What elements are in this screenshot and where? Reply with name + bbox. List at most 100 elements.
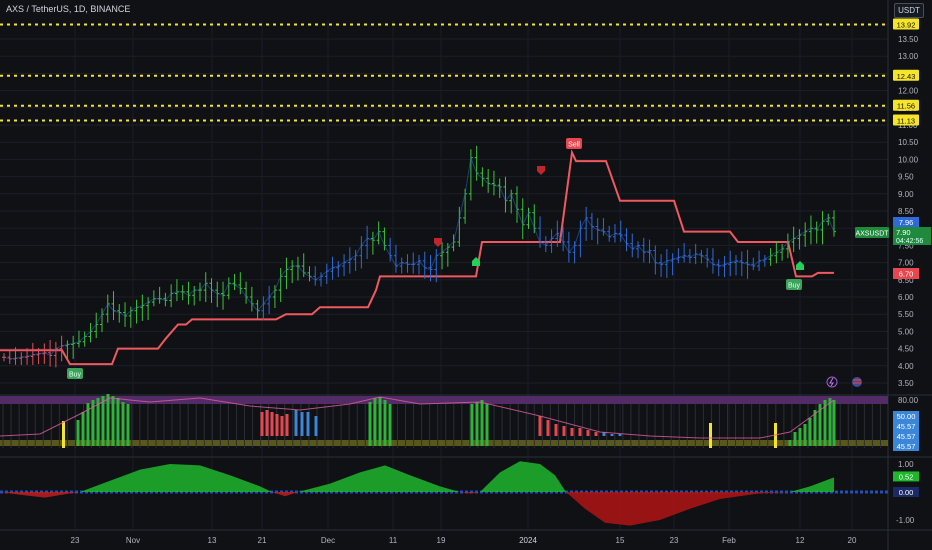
osc-bar — [106, 394, 110, 446]
sell-label: Sell — [568, 142, 580, 149]
x-tick-label: 12 — [796, 536, 805, 545]
price-tick-label: 10.00 — [898, 155, 919, 164]
osc-bar-neg — [570, 428, 574, 436]
buy-label-bg — [67, 368, 83, 379]
momentum-area-neg — [460, 492, 480, 494]
stop-value-bg — [893, 268, 919, 279]
price-tick-label: 4.50 — [898, 345, 914, 354]
last-price-bg — [893, 227, 931, 245]
level-label: 11.13 — [897, 117, 915, 126]
price-tick-label: 5.50 — [898, 310, 914, 319]
osc-bar — [832, 400, 836, 446]
osc-bar-neg — [538, 416, 542, 436]
osc-bar-neg — [578, 428, 582, 436]
countdown-label: 04:42:56 — [896, 238, 923, 245]
osc-bar — [121, 402, 125, 446]
osc-bar — [81, 412, 85, 446]
osc-bar — [116, 398, 120, 446]
osc-signal-bar — [774, 423, 777, 448]
trailing-stop-line — [0, 148, 834, 366]
x-tick-label: Feb — [722, 536, 736, 545]
last-price-label: 7.90 — [896, 228, 911, 237]
price-tick-label: 9.00 — [898, 190, 914, 199]
osc-value-bg — [893, 431, 919, 441]
osc-value-label: 45.57 — [897, 442, 916, 451]
price-tick-label: 4.00 — [898, 362, 914, 371]
chart-title: AXS / TetherUS, 1D, BINANCE — [6, 4, 131, 14]
momentum-value-bg — [893, 471, 919, 482]
osc-bar-neg — [260, 412, 264, 436]
level-label: 11.56 — [897, 102, 915, 111]
momentum-tick-label: -1.00 — [896, 516, 915, 525]
osc-bar — [475, 402, 479, 446]
momentum-area-pos — [480, 461, 566, 492]
buy-label-bg — [786, 279, 802, 290]
osc-bar-neg — [554, 424, 558, 436]
osc-bar-blue — [294, 410, 298, 436]
lightning-icon — [829, 377, 834, 387]
osc-bar-neg — [270, 412, 274, 436]
price-tick-label: 9.50 — [898, 173, 914, 182]
overbought-band — [0, 396, 888, 404]
osc-bar — [96, 398, 100, 446]
price-tick-label: 5.00 — [898, 327, 914, 336]
x-tick-label: 2024 — [519, 536, 537, 545]
osc-bar — [793, 432, 797, 446]
osc-bar — [101, 396, 105, 446]
flag-icon — [853, 379, 861, 384]
level-label: 12.43 — [897, 72, 916, 81]
buy-label: Buy — [69, 372, 82, 379]
level-label-bg — [893, 114, 919, 126]
osc-bar — [76, 420, 80, 446]
candles — [2, 145, 836, 368]
momentum-area-pos — [80, 464, 272, 492]
level-label-bg — [893, 99, 919, 111]
open-price-bg — [893, 217, 919, 227]
osc-bar — [378, 397, 382, 446]
momentum-area-neg — [566, 492, 790, 526]
price-tick-label: 6.50 — [898, 276, 914, 285]
momentum-area-pos — [298, 465, 460, 492]
currency-button[interactable]: USDT — [894, 3, 924, 18]
x-tick-label: Nov — [126, 536, 140, 545]
osc-bar-neg — [285, 414, 289, 436]
buy-marker — [796, 261, 804, 270]
osc-bar-neg — [594, 432, 598, 436]
osc-bar-neg — [280, 416, 284, 436]
osc-bar — [91, 400, 95, 446]
symbol-badge-bg — [855, 227, 889, 238]
osc-bar — [111, 396, 115, 446]
x-tick-label: 15 — [616, 536, 625, 545]
osc-bar-blue — [300, 412, 304, 436]
osc-bar-neg — [546, 420, 550, 436]
momentum-area-neg — [272, 492, 298, 497]
osc-bar — [383, 400, 387, 446]
osc-bar — [373, 398, 377, 446]
osc-value-label: 45.57 — [897, 422, 916, 431]
osc-value-bg — [893, 421, 919, 431]
osc-value-label: 50.00 — [897, 412, 916, 421]
price-tick-label: 6.00 — [898, 293, 914, 302]
osc-bar — [368, 402, 372, 446]
close-line — [3, 155, 835, 360]
momentum-area-pos — [790, 477, 834, 492]
osc-bar — [388, 404, 392, 446]
osc-bar — [818, 404, 822, 446]
lightning-icon — [826, 376, 838, 388]
osc-bar-blue — [314, 416, 318, 436]
osc-bar-blue — [618, 434, 622, 436]
momentum-value-label: 0.52 — [899, 472, 914, 481]
price-tick-label: 7.00 — [898, 259, 914, 268]
osc-bar-blue — [610, 434, 614, 436]
sell-marker — [434, 238, 442, 247]
osc-signal-bar — [709, 423, 712, 448]
osc-bar-blue — [602, 432, 606, 436]
osc-bar — [480, 400, 484, 446]
osc-bar — [813, 410, 817, 446]
x-tick-label: 23 — [670, 536, 679, 545]
momentum-tick-label: 1.00 — [898, 460, 914, 469]
osc-bar — [798, 428, 802, 446]
momentum-area-neg — [0, 492, 80, 498]
